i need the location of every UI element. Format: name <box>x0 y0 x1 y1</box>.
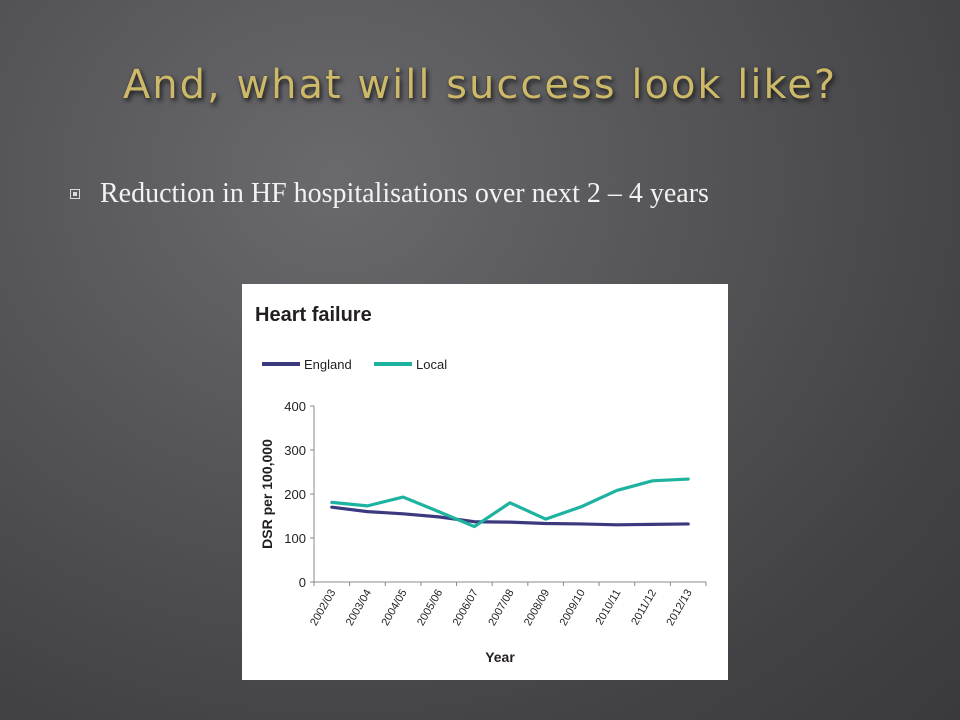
x-tick-label: 2007/08 <box>486 588 516 628</box>
x-tick-label: 2004/05 <box>379 588 409 628</box>
x-tick-label: 2010/11 <box>594 588 624 628</box>
y-tick-label: 300 <box>284 443 306 458</box>
chart-title: Heart failure <box>255 304 372 326</box>
y-tick-label: 200 <box>284 487 306 502</box>
x-tick-label: 2008/09 <box>522 588 552 628</box>
heart-failure-chart: Heart failure England Local 0 100 200 300 400 2… <box>242 284 728 680</box>
x-tick-label: 2003/04 <box>344 588 374 628</box>
slide-title: And, what will success look like? <box>122 62 838 108</box>
x-tick-label: 2011/12 <box>629 588 659 628</box>
y-tick-label: 0 <box>299 575 306 590</box>
y-tick-label: 100 <box>284 531 306 546</box>
series-line-england <box>330 505 690 527</box>
x-tick-label: 2002/03 <box>308 588 338 628</box>
x-tick-label: 2005/06 <box>415 588 445 628</box>
x-tick-label: 2012/13 <box>665 588 695 628</box>
bullet-text: Reduction in HF hospitalisations over ne… <box>100 178 709 209</box>
y-tick-label: 400 <box>284 399 306 414</box>
legend-label-local: Local <box>416 357 447 372</box>
x-tick-label: 2006/07 <box>451 588 481 628</box>
legend-label-england: England <box>304 357 352 372</box>
square-bullet-icon <box>70 189 80 199</box>
y-axis-title: DSR per 100,000 <box>259 439 275 549</box>
x-axis-title: Year <box>485 649 515 665</box>
series-line-local <box>330 477 690 529</box>
x-tick-label: 2009/10 <box>558 588 588 628</box>
